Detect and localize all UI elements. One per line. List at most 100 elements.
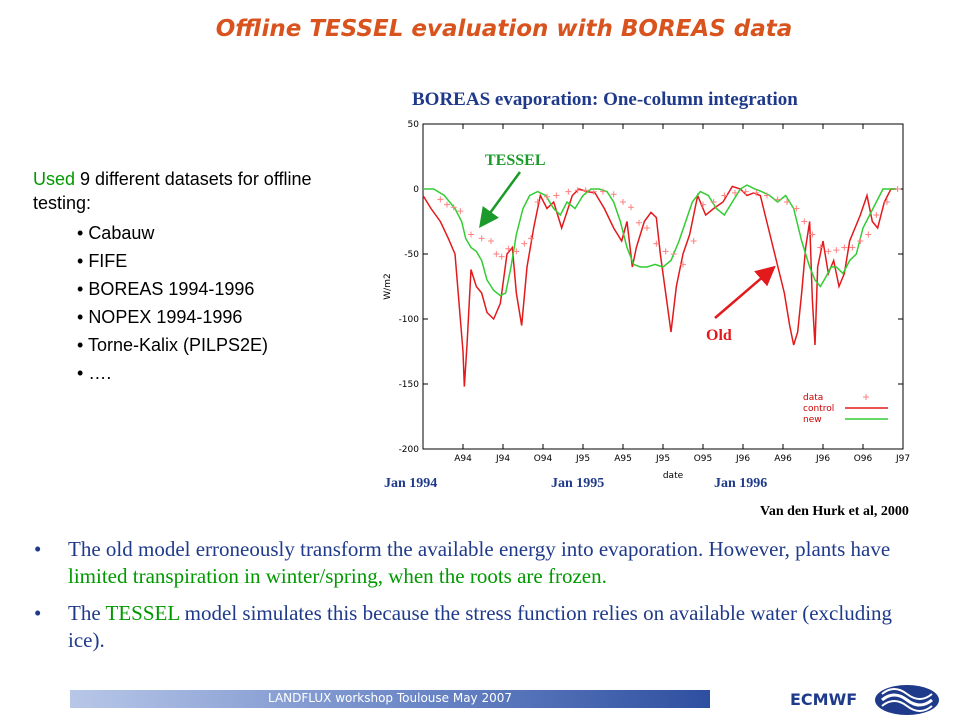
data-point	[498, 253, 505, 260]
data-point	[710, 199, 717, 205]
data-point	[505, 245, 512, 252]
data-point	[653, 240, 660, 247]
data-point	[690, 238, 697, 244]
x-tick-label: J95	[655, 454, 670, 464]
date-label-jan-1995: Jan 1995	[551, 476, 605, 491]
dataset-item: BOREAS 1994-1996	[77, 275, 353, 303]
y-tick-label: -100	[399, 315, 420, 325]
data-point	[528, 235, 534, 242]
bullet-tessel-text-c: model simulates this because the stress …	[68, 601, 893, 652]
data-point	[644, 225, 650, 231]
series-line-new	[423, 184, 897, 297]
ecmwf-logo-icon	[875, 685, 939, 715]
x-tick-label: J96	[735, 454, 750, 464]
dataset-item: Torne-Kalix (PILPS2E)	[77, 331, 353, 359]
footer-org: ECMWF	[790, 690, 858, 709]
data-point	[457, 208, 464, 215]
intro-used: Used	[33, 169, 76, 189]
tessel-arrow	[479, 171, 522, 229]
data-point	[582, 187, 589, 194]
data-point	[680, 261, 686, 268]
data-point	[488, 238, 494, 244]
data-point	[801, 218, 808, 225]
y-tick-label: 50	[408, 120, 420, 130]
data-point	[841, 244, 848, 251]
data-point	[553, 192, 560, 199]
y-tick-label: -150	[399, 380, 420, 390]
x-axis-label: date	[663, 471, 684, 481]
x-tick-label: O96	[854, 454, 873, 464]
x-tick-label: A94	[454, 454, 472, 464]
slide-title: Offline TESSEL evaluation with BOREAS da…	[215, 16, 793, 42]
x-tick-label: A95	[614, 454, 632, 464]
annotation-tessel: TESSEL	[485, 152, 545, 169]
date-label-jan-1994: Jan 1994	[384, 476, 438, 491]
data-point	[662, 248, 669, 255]
data-point	[478, 235, 485, 242]
y-tick-label: -200	[399, 445, 420, 455]
data-point	[534, 199, 541, 205]
date-label-jan-1996: Jan 1996	[714, 476, 768, 491]
x-tick-label: O94	[534, 454, 553, 464]
bullet-tessel-highlight: TESSEL	[105, 601, 180, 625]
data-point	[521, 240, 528, 247]
bullet-old-model: The old model erroneously transform the …	[30, 536, 910, 590]
x-tick-label: A96	[774, 454, 792, 464]
dataset-item: ….	[77, 359, 353, 387]
data-point	[894, 186, 901, 192]
old-arrow	[714, 265, 776, 319]
dataset-list: Cabauw FIFE BOREAS 1994-1996 NOPEX 1994-…	[33, 219, 353, 387]
data-point	[590, 188, 597, 195]
dataset-item: FIFE	[77, 247, 353, 275]
data-point	[857, 238, 864, 244]
data-point	[574, 187, 581, 194]
bullet-old-model-highlight: limited transpiration in winter/spring, …	[68, 564, 607, 588]
data-point	[753, 189, 760, 196]
data-point	[437, 196, 444, 203]
dataset-item: NOPEX 1994-1996	[77, 303, 353, 331]
intro-block: Used 9 different datasets for offline te…	[33, 167, 353, 387]
data-point	[628, 204, 634, 211]
legend-label: new	[803, 415, 822, 425]
data-point	[793, 205, 800, 212]
y-tick-label: -50	[404, 250, 419, 260]
data-point	[700, 201, 706, 208]
data-point	[620, 199, 626, 205]
data-point	[493, 251, 500, 257]
annotation-old: Old	[706, 327, 732, 344]
footer-text: LANDFLUX workshop Toulouse May 2007	[268, 691, 512, 705]
data-point	[600, 188, 606, 195]
chart-title: BOREAS evaporation: One-column integrati…	[412, 89, 798, 110]
bullet-tessel-text-a: The	[68, 601, 106, 625]
bullet-tessel-model: The TESSEL model simulates this because …	[30, 600, 910, 654]
data-point	[774, 196, 781, 203]
x-tick-label: J95	[575, 454, 590, 464]
data-point	[544, 193, 550, 200]
data-point	[873, 212, 880, 218]
intro-text: 9 different datasets for offline testing…	[33, 169, 312, 213]
y-axis-label: W/m2	[383, 273, 393, 299]
data-point	[610, 191, 617, 198]
bullet-list: The old model erroneously transform the …	[30, 536, 910, 664]
data-point	[764, 192, 770, 199]
data-point	[833, 247, 840, 254]
bullet-old-model-text: The old model erroneously transform the …	[68, 537, 891, 561]
citation: Van den Hurk et al, 2000	[760, 504, 909, 519]
data-point	[849, 244, 856, 251]
data-point	[565, 188, 572, 195]
legend-label: control	[803, 404, 834, 414]
data-point	[444, 201, 450, 208]
x-tick-label: O95	[694, 454, 713, 464]
data-point	[825, 248, 832, 255]
data-point	[450, 204, 457, 211]
data-point	[809, 231, 816, 238]
data-point	[884, 199, 890, 205]
legend-label: data	[803, 393, 823, 403]
x-tick-label: J96	[815, 454, 830, 464]
data-point	[865, 231, 872, 238]
legend-swatch	[863, 394, 869, 400]
data-point	[784, 199, 790, 205]
series-line-control	[422, 185, 897, 387]
plot-area	[422, 123, 904, 450]
dataset-item: Cabauw	[77, 219, 353, 247]
